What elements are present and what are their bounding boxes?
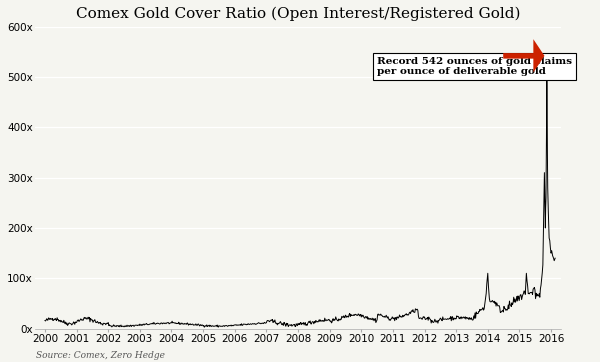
Text: Source: Comex, Zero Hedge: Source: Comex, Zero Hedge <box>36 352 165 361</box>
Title: Comex Gold Cover Ratio (Open Interest/Registered Gold): Comex Gold Cover Ratio (Open Interest/Re… <box>76 7 520 21</box>
Text: Record 542 ounces of gold claims
per ounce of deliverable gold: Record 542 ounces of gold claims per oun… <box>377 57 572 76</box>
